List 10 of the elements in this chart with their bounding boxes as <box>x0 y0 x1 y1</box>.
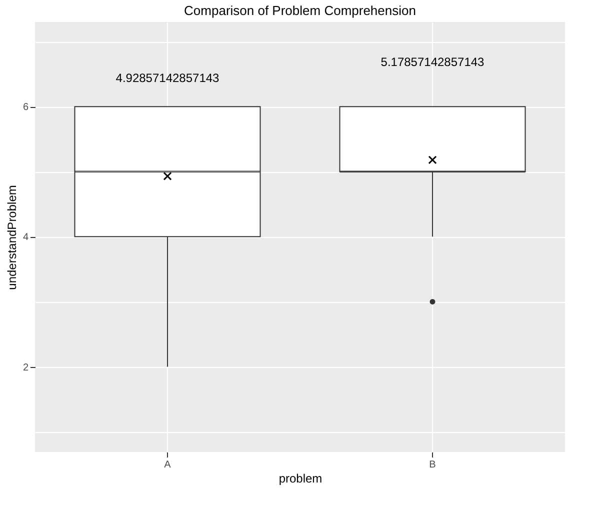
x-tick-label: B <box>429 460 436 470</box>
y-axis-title: understandProblem <box>4 185 19 290</box>
y-tick-label: 6 <box>22 102 29 114</box>
y-tick-label: 2 <box>22 362 29 374</box>
annotation: 5.17857142857143 <box>380 54 485 69</box>
y-tick-label: 4 <box>22 232 29 244</box>
chart-title: Comparison of Problem Comprehension <box>184 3 416 18</box>
x-axis-title: problem <box>278 472 322 486</box>
x-tick-label: A <box>164 460 172 470</box>
annotation: 4.92857142857143 <box>116 71 220 86</box>
